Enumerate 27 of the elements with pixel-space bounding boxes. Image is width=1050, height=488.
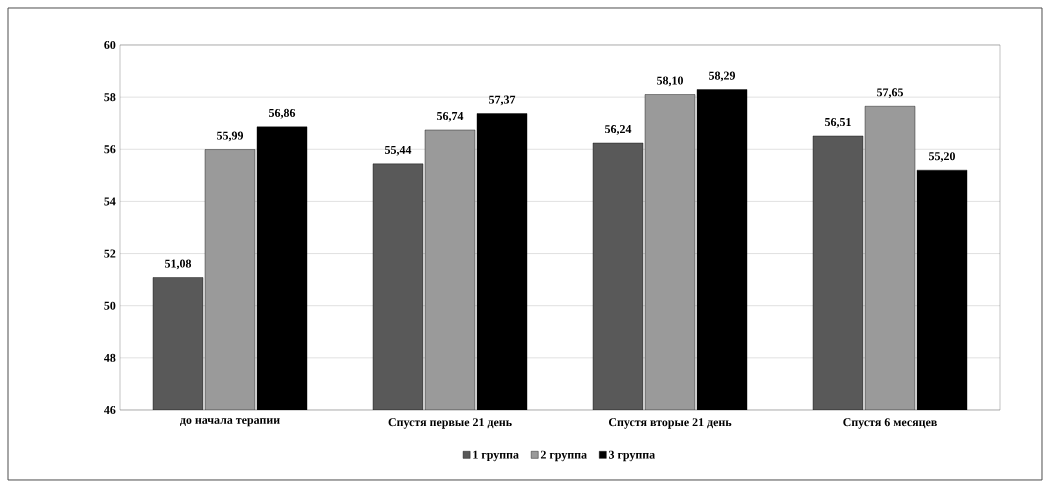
y-tick-label: 60 <box>104 40 116 50</box>
y-tick-label: 46 <box>104 405 116 414</box>
data-label: 56,51 <box>825 118 851 128</box>
data-label: 58,10 <box>657 76 683 87</box>
x-tick-label: Спустя первые 21 день <box>388 418 512 429</box>
data-label: 56,74 <box>437 112 464 122</box>
x-tick-label: Спустя 6 месяцев <box>843 418 937 429</box>
legend-label: 3 группа <box>608 450 655 462</box>
data-label: 58,29 <box>709 71 736 82</box>
data-label: 55,44 <box>385 145 412 156</box>
y-tick-label: 56 <box>104 145 116 154</box>
data-label: 56,24 <box>605 125 632 135</box>
y-tick-label: 48 <box>104 353 116 362</box>
y-tick-label: 52 <box>104 249 116 258</box>
data-label: 55,20 <box>929 152 955 162</box>
y-tick-label: 50 <box>104 301 116 310</box>
legend-label: 1 группа <box>473 450 519 462</box>
y-tick-label: 54 <box>104 197 116 206</box>
x-tick-label: Спустя вторые 21 день <box>608 418 732 429</box>
y-tick-label: 58 <box>104 93 116 102</box>
data-label: 56,86 <box>269 108 296 119</box>
x-tick-label: до начала терапии <box>180 418 280 427</box>
data-label: 57,65 <box>877 88 904 99</box>
data-label: 51,08 <box>165 259 192 270</box>
data-label: 55,99 <box>217 131 244 142</box>
legend-label: 2 группа <box>540 450 587 462</box>
data-label: 57,37 <box>489 95 516 106</box>
